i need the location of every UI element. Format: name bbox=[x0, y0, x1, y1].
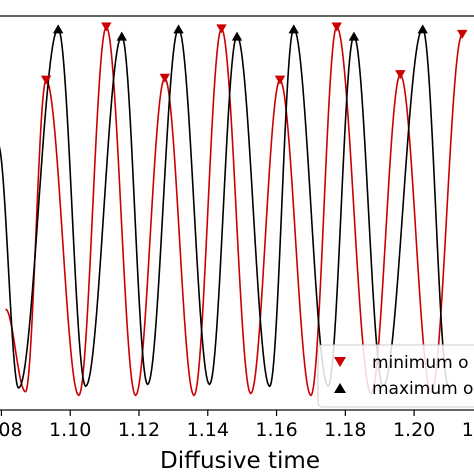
legend-label: maximum o bbox=[372, 379, 473, 399]
x-tick-label: 1.12 bbox=[118, 419, 160, 441]
maximum-marker bbox=[173, 24, 184, 34]
minimum-marker bbox=[331, 22, 342, 32]
maximum-marker bbox=[417, 24, 428, 34]
minimum-marker bbox=[159, 73, 170, 83]
marker-layer bbox=[40, 22, 468, 85]
minimum-marker bbox=[101, 22, 112, 32]
x-tick-label: 1.14 bbox=[187, 419, 229, 441]
legend-box bbox=[317, 344, 474, 408]
minimum-marker bbox=[274, 75, 286, 85]
minimum-marker bbox=[216, 24, 227, 34]
maximum-marker bbox=[288, 24, 299, 34]
minimum-marker bbox=[395, 70, 406, 80]
legend: minimum o maximum o bbox=[317, 344, 474, 408]
x-tick-label: 1.16 bbox=[255, 419, 297, 441]
x-tick-label: 1.08 bbox=[0, 419, 23, 441]
x-tick-label: 1.18 bbox=[324, 419, 366, 441]
legend-label: minimum o bbox=[372, 353, 468, 373]
maximum-marker bbox=[52, 24, 64, 34]
minimum-marker bbox=[40, 75, 52, 85]
maximum-marker bbox=[348, 31, 360, 41]
minimum-marker bbox=[457, 29, 468, 39]
x-tick-label: 1.20 bbox=[393, 419, 435, 441]
series-line-2 bbox=[0, 27, 450, 390]
maximum-marker bbox=[116, 31, 127, 41]
legend-triangle-up-icon bbox=[334, 383, 346, 393]
x-axis-label: Diffusive time bbox=[160, 448, 320, 474]
legend-triangle-down-icon bbox=[334, 357, 346, 367]
x-tick-label: 1.22 bbox=[462, 419, 474, 441]
x-axis-ticks: 1.08 1.10 1.12 1.14 1.16 1.18 1.20 1.22 bbox=[0, 410, 474, 441]
x-tick-label: 1.10 bbox=[49, 419, 91, 441]
maximum-marker bbox=[231, 31, 243, 41]
plot-area-frame bbox=[0, 15, 474, 411]
